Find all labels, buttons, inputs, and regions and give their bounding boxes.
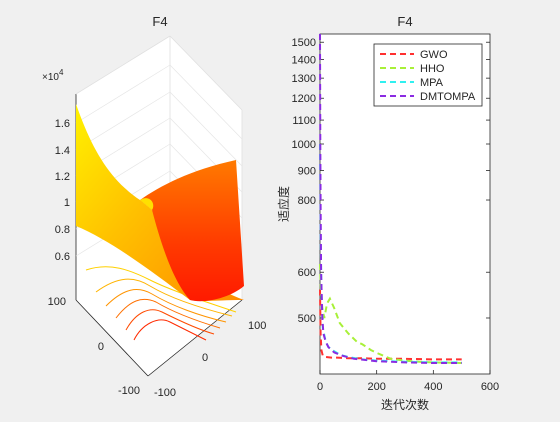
z-tick-label: 1.2 [55,171,70,183]
series-line-hho [319,263,462,364]
series-line-gwo [319,289,462,361]
z-tick-label: 0.6 [55,251,70,263]
legend-label: HHO [420,63,445,75]
contour-line [133,319,207,341]
legend-label: DMTOMPA [420,91,476,103]
left-plot-title: F4 [152,14,167,29]
legend: GWO HHO MPA DMTOMPA [373,43,483,107]
x-tick-label: 100 [248,320,266,332]
grid-line [169,91,243,167]
series-lines [319,33,462,364]
y-tick-label: 1400 [292,55,316,67]
z-tick-label: 0.8 [55,224,70,236]
contour-lines [85,266,237,341]
y-axis-ticks: 500 600 800 900 1000 1100 1200 1300 1400 1500 [292,37,490,325]
contour-line [95,278,233,317]
surface-plot: F4 [42,14,266,399]
y-tick-label: 600 [298,267,316,279]
y-axis-line [75,299,149,377]
surface-ridge [140,198,154,210]
back-top-edge-left [75,35,171,95]
y-tick-label: 0 [98,341,104,353]
surface-left-face [76,104,244,301]
grid-line [75,91,171,151]
y-tick-label: 1300 [292,73,316,85]
legend-label: GWO [420,49,448,61]
x-axis-ticks: 0 200 400 600 [317,370,499,393]
x-axis-label: 迭代次数 [381,397,429,412]
grid-line [169,64,243,140]
y-tick-label: 1000 [292,139,316,151]
y-tick-label: 1500 [292,37,316,49]
z-tick-label: 1 [64,197,70,209]
y-tick-label: 100 [48,296,66,308]
grid-line [75,64,171,124]
x-tick-label: 0 [317,381,323,393]
y-tick-label: 800 [298,195,316,207]
x-axis-line [147,299,243,377]
y-tick-label: 1200 [292,93,316,105]
z-tick-label: 1.6 [55,118,70,130]
right-plot-title: F4 [397,14,412,29]
x-tick-label: 400 [424,381,442,393]
back-top-edge-right [169,35,243,111]
x-tick-label: 0 [202,352,208,364]
y-axis-label: 适应度 [276,186,291,222]
legend-label: MPA [420,77,444,89]
z-axis-ticks: 1.6 1.4 1.2 1 0.8 0.6 [55,118,70,263]
x-tick-label: 200 [367,381,385,393]
contour-line [125,309,215,335]
convergence-plot: F4 500600800900100011001200130014001500 … [276,14,499,412]
y-tick-label: 900 [298,165,316,177]
z-tick-label: 1.4 [55,145,70,157]
y-tick-label: -100 [118,385,140,397]
contour-line [115,298,221,329]
series-line-dmtompa [319,33,462,364]
floor-plane [76,224,242,376]
z-exponent-label: ×104 [42,68,64,83]
x-tick-label: -100 [154,387,176,399]
contour-line [105,289,227,323]
x-tick-label: 600 [481,381,499,393]
y-tick-label: 1100 [292,115,316,127]
surface-right-face [140,160,244,302]
y-tick-label: 500 [298,313,316,325]
contour-line [85,266,237,313]
